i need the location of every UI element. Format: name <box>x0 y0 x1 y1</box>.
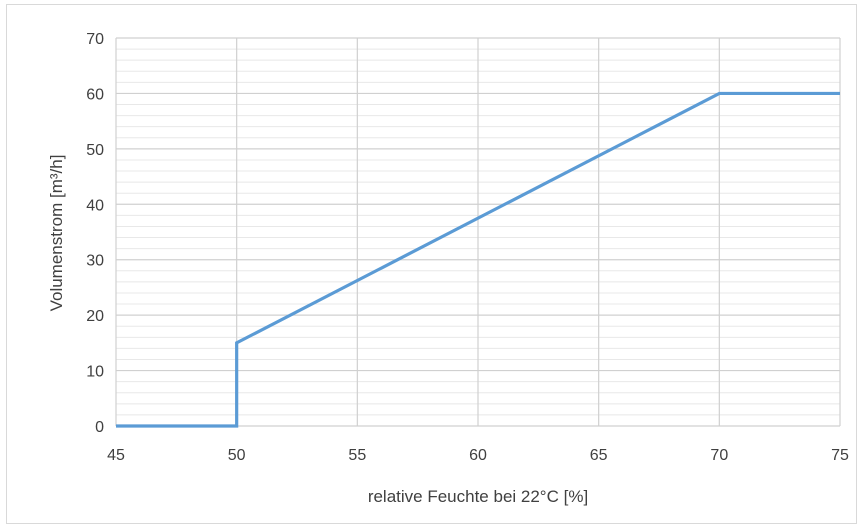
y-tick-label: 10 <box>86 364 104 381</box>
y-tick-label: 50 <box>86 142 104 159</box>
series-layer <box>116 91 840 428</box>
x-axis-title: relative Feuchte bei 22°C [%] <box>368 487 588 506</box>
x-tick-label: 60 <box>469 447 487 464</box>
tick-labels: 0 10 20 30 40 50 60 70 45 50 55 60 65 70 75 <box>86 31 849 464</box>
x-tick-label: 45 <box>107 447 125 464</box>
x-tick-label: 55 <box>348 447 366 464</box>
y-axis-title: Volumenstrom [m³/h] <box>47 155 66 312</box>
y-tick-label: 70 <box>86 31 104 48</box>
x-tick-label: 70 <box>710 447 728 464</box>
chart-frame <box>6 4 857 524</box>
x-tick-label: 50 <box>228 447 246 464</box>
x-tick-label: 75 <box>831 447 849 464</box>
x-tick-label: 65 <box>590 447 608 464</box>
series-line <box>116 91 840 428</box>
grid <box>115 37 841 427</box>
y-tick-label: 0 <box>95 419 104 436</box>
y-tick-label: 60 <box>86 86 104 103</box>
y-tick-label: 30 <box>86 253 104 270</box>
y-tick-label: 40 <box>86 197 104 214</box>
y-tick-label: 20 <box>86 308 104 325</box>
